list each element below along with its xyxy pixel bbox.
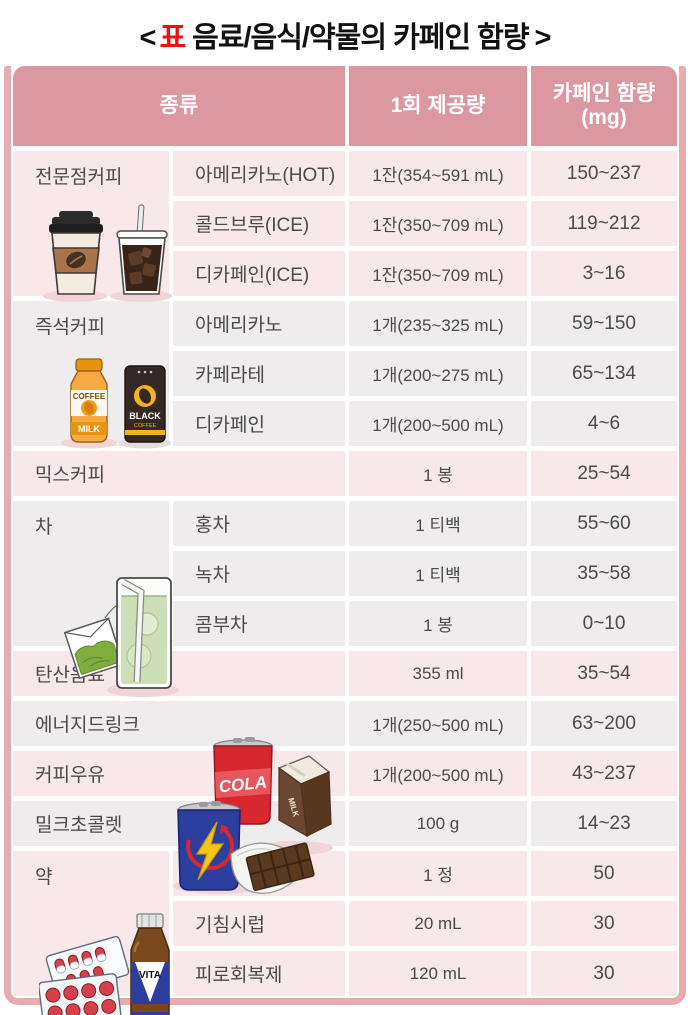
group-tea: 차 bbox=[13, 501, 169, 646]
header-caffeine-line2: (mg) bbox=[581, 106, 627, 129]
caffeine-value: 55~60 bbox=[531, 501, 677, 546]
caffeine-value: 14~23 bbox=[531, 801, 677, 846]
item-label: 아메리카노(HOT) bbox=[173, 151, 345, 196]
item-label: 카페라테 bbox=[173, 351, 345, 396]
serving-value: 1개(200~500 mL) bbox=[349, 751, 527, 796]
title-text: 음료/음식/약물의 카페인 함량 bbox=[192, 22, 529, 54]
group-medicine: 약 bbox=[13, 851, 169, 996]
group-milk-chocolate: 밀크초콜렛 bbox=[13, 801, 345, 846]
caffeine-value: 30 bbox=[531, 901, 677, 946]
caffeine-value: 119~212 bbox=[531, 201, 677, 246]
serving-value: 1잔(354~591 mL) bbox=[349, 151, 527, 196]
item-label: 피로회복제 bbox=[173, 951, 345, 996]
item-label: 디카페인(ICE) bbox=[173, 251, 345, 296]
serving-value: 100 g bbox=[349, 801, 527, 846]
page-title: < 표 음료/음식/약물의 카페인 함량 > bbox=[0, 0, 690, 66]
group-mix-coffee: 믹스커피 bbox=[13, 451, 345, 496]
serving-value: 1 티백 bbox=[349, 551, 527, 596]
serving-value: 1 봉 bbox=[349, 451, 527, 496]
header-caffeine: 카페인 함량 (mg) bbox=[531, 66, 677, 146]
serving-value: 1개(200~275 mL) bbox=[349, 351, 527, 396]
item-label: 기침시럽 bbox=[173, 901, 345, 946]
group-soda: 탄산음료 bbox=[13, 651, 345, 696]
caffeine-value: 63~200 bbox=[531, 701, 677, 746]
title-close-bracket: > bbox=[534, 22, 552, 54]
serving-value: 20 mL bbox=[349, 901, 527, 946]
serving-value: 1잔(350~709 mL) bbox=[349, 201, 527, 246]
serving-value: 1개(200~500 mL) bbox=[349, 401, 527, 446]
serving-value: 1 정 bbox=[349, 851, 527, 896]
group-coffee-milk: 커피우유 bbox=[13, 751, 345, 796]
caffeine-value: 35~54 bbox=[531, 651, 677, 696]
item-label: 콜드브루(ICE) bbox=[173, 201, 345, 246]
group-energy-drink: 에너지드링크 bbox=[13, 701, 345, 746]
group-specialty-coffee: 전문점커피 bbox=[13, 151, 169, 296]
table-frame: 종류 1회 제공량 카페인 함량 (mg) 전문점커피 아메리카노(HOT) 1… bbox=[4, 66, 686, 1015]
caffeine-value: 59~150 bbox=[531, 301, 677, 346]
item-label: 디카페인 bbox=[173, 401, 345, 446]
title-tag: 표 bbox=[159, 22, 186, 54]
header-caffeine-line1: 카페인 함량 bbox=[552, 81, 656, 105]
item-label: 두통약 bbox=[173, 851, 345, 896]
group-instant-coffee: 즉석커피 bbox=[13, 301, 169, 446]
caffeine-value: 43~237 bbox=[531, 751, 677, 796]
item-label: 녹차 bbox=[173, 551, 345, 596]
caffeine-value: 4~6 bbox=[531, 401, 677, 446]
serving-value: 120 mL bbox=[349, 951, 527, 996]
title-open-bracket: < bbox=[139, 22, 157, 54]
caffeine-value: 0~10 bbox=[531, 601, 677, 646]
header-type: 종류 bbox=[13, 66, 345, 146]
item-label: 홍차 bbox=[173, 501, 345, 546]
item-label: 콤부차 bbox=[173, 601, 345, 646]
caffeine-value: 35~58 bbox=[531, 551, 677, 596]
header-serving: 1회 제공량 bbox=[349, 66, 527, 146]
item-label: 아메리카노 bbox=[173, 301, 345, 346]
caffeine-value: 25~54 bbox=[531, 451, 677, 496]
caffeine-value: 3~16 bbox=[531, 251, 677, 296]
serving-value: 355 ml bbox=[349, 651, 527, 696]
caffeine-value: 150~237 bbox=[531, 151, 677, 196]
serving-value: 1 봉 bbox=[349, 601, 527, 646]
serving-value: 1잔(350~709 mL) bbox=[349, 251, 527, 296]
caffeine-table: 종류 1회 제공량 카페인 함량 (mg) 전문점커피 아메리카노(HOT) 1… bbox=[13, 66, 677, 996]
caffeine-value: 65~134 bbox=[531, 351, 677, 396]
serving-value: 1개(235~325 mL) bbox=[349, 301, 527, 346]
caffeine-value: 50 bbox=[531, 851, 677, 896]
serving-value: 1 티백 bbox=[349, 501, 527, 546]
caffeine-value: 30 bbox=[531, 951, 677, 996]
serving-value: 1개(250~500 mL) bbox=[349, 701, 527, 746]
